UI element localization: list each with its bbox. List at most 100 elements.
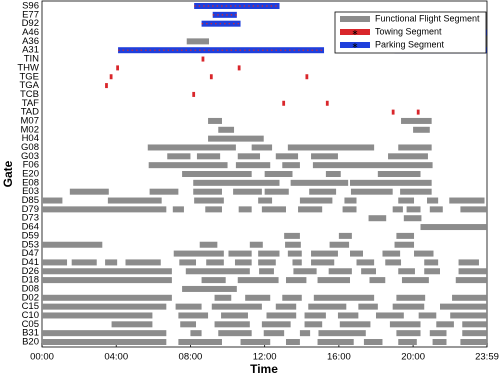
flight-segment: [337, 312, 359, 319]
flight-segment: [311, 259, 335, 266]
flight-segment: [71, 259, 97, 266]
flight-segment: [394, 241, 415, 248]
flight-segment: [350, 179, 432, 186]
flight-segment: [238, 206, 252, 213]
flight-segment: [259, 268, 274, 275]
y-tick-label: A31: [22, 45, 39, 56]
y-tick-label: D08: [22, 283, 39, 294]
flight-segment: [436, 321, 454, 328]
flight-segment: [208, 135, 264, 142]
y-tick-label: M07: [21, 115, 39, 126]
flight-segment: [329, 241, 350, 248]
y-tick-label: TCB: [20, 89, 39, 100]
y-tick-label: E03: [22, 186, 39, 197]
y-tick-label: A46: [22, 27, 39, 38]
flight-segment: [258, 250, 280, 257]
flight-segment: [266, 312, 297, 319]
flight-segment: [328, 268, 352, 275]
flight-segment: [233, 188, 262, 195]
y-tick-label: D85: [22, 195, 39, 206]
flight-segment: [196, 153, 221, 160]
towing-segment: [201, 56, 205, 62]
x-axis-label: Time: [250, 362, 278, 376]
flight-segment: [261, 321, 291, 328]
flight-segment: [462, 330, 487, 337]
flight-segment: [317, 277, 351, 284]
flight-segment: [317, 339, 354, 345]
flight-segment: [125, 259, 161, 266]
y-tick-label: E20: [22, 169, 39, 180]
flight-segment: [42, 277, 172, 284]
flight-segment: [382, 250, 401, 257]
flight-segment: [375, 312, 404, 319]
flight-segment: [235, 162, 271, 169]
flight-segment: [234, 259, 252, 266]
flight-segment: [449, 197, 485, 204]
y-tick-label: A36: [22, 36, 39, 47]
flight-segment: [251, 144, 273, 151]
flight-segment: [304, 312, 326, 319]
flight-segment: [42, 330, 167, 337]
flight-segment: [201, 277, 226, 284]
flight-segment: [264, 188, 289, 195]
flight-segment: [427, 197, 439, 204]
flight-segment: [172, 206, 184, 213]
flight-segment: [185, 268, 250, 275]
y-tick-label: THW: [17, 62, 39, 73]
flight-segment: [292, 259, 302, 266]
legend-label: Towing Segment: [375, 26, 442, 36]
flight-segment: [42, 303, 167, 310]
flight-segment: [424, 259, 439, 266]
flight-segment: [167, 153, 191, 160]
flight-segment: [264, 171, 293, 177]
parking-segment: [194, 3, 280, 9]
flight-segment: [178, 339, 222, 345]
y-tick-label: C10: [22, 310, 39, 321]
flight-segment: [245, 294, 271, 301]
y-tick-label: D64: [22, 222, 39, 233]
y-tick-label: TIN: [24, 54, 39, 65]
flight-segment: [293, 268, 317, 275]
flight-segment: [358, 303, 378, 310]
flight-segment: [450, 312, 487, 319]
flight-segment: [285, 339, 300, 345]
flight-segment: [311, 153, 338, 160]
flight-segment: [42, 206, 167, 213]
flight-segment: [42, 294, 172, 301]
flight-segment: [424, 268, 441, 275]
flight-segment: [429, 330, 447, 337]
flight-segment: [403, 215, 422, 222]
y-tick-label: G08: [21, 142, 39, 153]
flight-segment: [237, 277, 279, 284]
flight-segment: [211, 303, 262, 310]
flight-segment: [388, 153, 428, 160]
towing-segment: [416, 109, 420, 115]
flight-segment: [237, 153, 261, 160]
flight-segment: [299, 330, 311, 337]
flight-segment: [111, 321, 153, 328]
flight-segment: [287, 144, 375, 151]
flight-segment: [311, 250, 338, 257]
towing-segment: [237, 65, 241, 71]
y-tick-label: C05: [22, 319, 39, 330]
x-tick-label: 16:00: [327, 352, 351, 363]
flight-segment: [221, 312, 248, 319]
flight-segment: [180, 321, 197, 328]
flight-segment: [458, 268, 487, 275]
flight-segment: [287, 250, 302, 257]
y-tick-label: E08: [22, 177, 39, 188]
flight-segment: [147, 144, 236, 151]
flight-segment: [460, 206, 487, 213]
flight-segment: [290, 179, 349, 186]
flight-segment: [368, 215, 387, 222]
flight-segment: [178, 312, 209, 319]
towing-segment: [282, 100, 286, 106]
flight-segment: [282, 162, 300, 169]
flight-segment: [214, 321, 250, 328]
flight-segment: [258, 197, 273, 204]
legend-swatch: [340, 16, 370, 22]
flight-segment: [342, 206, 357, 213]
flight-segment: [413, 126, 430, 133]
y-tick-label: TGA: [19, 80, 39, 91]
